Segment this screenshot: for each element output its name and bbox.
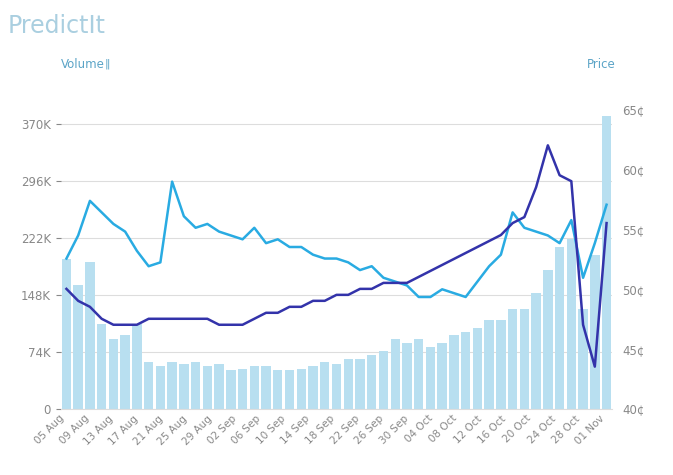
Bar (62, 258, 71, 408)
Bar (308, 366, 318, 408)
Bar (437, 343, 447, 408)
Text: ‖: ‖ (104, 59, 110, 69)
Bar (109, 339, 118, 408)
Bar (532, 293, 541, 408)
Text: Volume: Volume (61, 57, 104, 71)
Bar (461, 332, 470, 408)
Bar (203, 366, 212, 408)
Bar (179, 364, 188, 408)
Bar (132, 324, 141, 408)
Bar (485, 320, 494, 408)
Bar (120, 335, 130, 408)
Bar (449, 335, 458, 408)
Bar (226, 370, 236, 408)
Bar (297, 369, 306, 408)
Bar (379, 351, 388, 408)
Bar (155, 366, 165, 408)
Bar (508, 309, 518, 408)
Bar (390, 339, 400, 408)
Bar (555, 247, 564, 408)
Bar (472, 328, 482, 408)
Bar (168, 362, 177, 408)
Bar (578, 309, 588, 408)
Bar (414, 339, 423, 408)
Bar (73, 285, 83, 408)
Bar (261, 366, 271, 408)
Bar (250, 366, 259, 408)
Bar (144, 362, 153, 408)
Bar (520, 309, 529, 408)
Bar (567, 239, 576, 408)
Bar (215, 364, 224, 408)
Bar (85, 262, 95, 408)
Bar (273, 370, 283, 408)
Bar (543, 270, 553, 408)
Bar (402, 343, 412, 408)
Bar (332, 364, 341, 408)
Bar (602, 116, 611, 408)
Bar (238, 369, 247, 408)
Bar (496, 320, 505, 408)
Bar (191, 362, 201, 408)
Bar (97, 324, 106, 408)
Bar (367, 355, 376, 408)
Bar (285, 370, 294, 408)
Text: Price: Price (587, 57, 616, 71)
Bar (355, 359, 365, 408)
Text: PredictIt: PredictIt (8, 14, 106, 38)
Bar (343, 359, 353, 408)
Bar (590, 255, 600, 408)
Bar (320, 362, 330, 408)
Bar (426, 347, 435, 408)
